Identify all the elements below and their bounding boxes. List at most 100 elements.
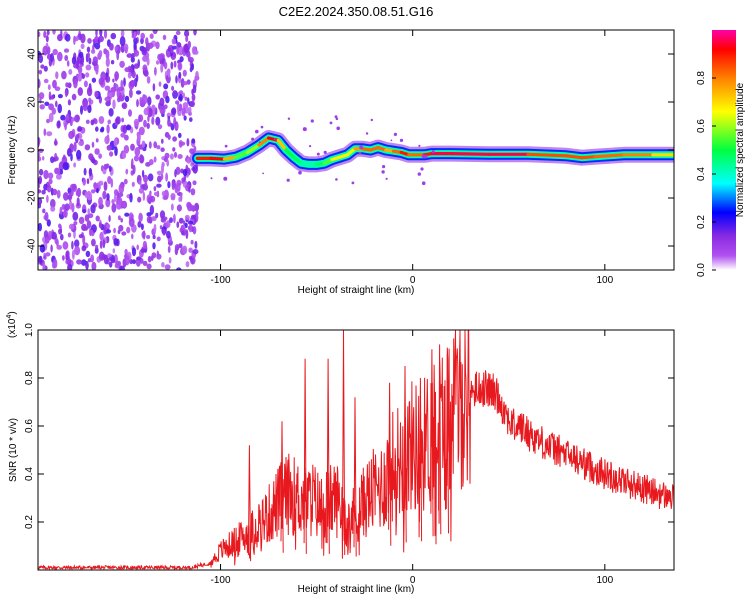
noise-blob [175,75,178,84]
snr-spike [342,330,346,556]
noise-blob [185,35,189,43]
x-tick-label: 100 [596,575,613,586]
y-tick-label: 1.0 [24,323,35,337]
noise-blob [164,264,171,270]
noise-blob [73,35,76,45]
noise-blob [191,46,197,55]
speck [420,167,424,171]
spectrogram-panel: -100 0 100 -40 -20 0 20 40 Height of straight l… [7,29,675,296]
noise-blob [171,107,177,115]
noise-blob [163,83,169,90]
spectral-ridge [189,115,674,185]
noise-blob [131,158,134,168]
noise-blob [64,122,67,131]
noise-blob [149,33,154,39]
noise-blob [192,226,197,235]
noise-blob [98,180,104,186]
noise-blob [146,263,152,270]
noise-blob [110,257,116,264]
noise-blob [100,126,105,132]
noise-blob [55,100,58,108]
noise-blob [132,259,137,265]
speck [223,176,228,181]
noise-blob [105,49,110,60]
noise-blob [147,96,152,106]
noise-blob [176,102,180,113]
noise-blob [188,247,193,253]
noise-blob [188,224,193,233]
noise-blob [117,215,121,221]
noise-blob [38,255,43,264]
noise-blob [146,212,152,217]
speck [316,152,320,156]
noise-blob [156,145,161,150]
noise-blob [41,189,46,195]
noise-blob [77,65,83,75]
noise-blob [157,124,163,130]
noise-blob [99,231,104,241]
noise-blob [144,181,148,187]
noise-blob [189,66,193,73]
spectrogram-x-label: Height of straight line (km) [298,285,415,296]
speck [393,132,397,136]
noise-blob [120,132,126,138]
noise-blob [58,223,62,229]
noise-blob [63,48,70,53]
noise-blob [94,148,100,155]
noise-blob [83,167,87,176]
noise-blob [112,248,116,254]
speck [382,165,386,169]
noise-blob [39,104,45,110]
spectrogram-axes: -100 0 100 -40 -20 0 20 40 [27,30,674,286]
noise-blob [54,86,61,91]
noise-blob [178,217,184,224]
noise-blob [80,33,86,44]
noise-blob [145,37,149,46]
noise-blob [55,71,59,79]
noise-blob [86,220,92,229]
noise-blob [83,226,89,231]
noise-blob [190,188,196,196]
noise-blob [68,223,75,230]
noise-blob [114,74,118,82]
noise-blob [84,144,91,151]
noise-blob [159,210,166,220]
noise-blob [57,94,63,99]
noise-blob [156,183,162,188]
noise-blob [133,49,140,57]
snr-spike [430,349,434,537]
noise-blob [108,165,112,172]
noise-blob [38,152,41,158]
noise-blob [59,206,63,216]
noise-blob [141,169,145,178]
speck [358,151,362,155]
noise-blob [77,72,83,82]
snr-spike [403,365,407,543]
noise-blob [88,57,92,65]
speck [260,125,264,129]
noise-blob [153,141,158,149]
ridge-segment [234,150,249,159]
noise-blob [178,132,182,138]
snr-spike [353,397,357,557]
noise-blob [38,69,43,75]
ridge-segment [580,155,597,160]
snr-spike [247,445,252,562]
colorbar-tick-label: 0.6 [696,119,707,133]
y-tick-label: 0.2 [24,515,35,529]
noise-blob [82,177,86,186]
noise-blob [46,194,49,203]
noise-blob [151,216,157,222]
noise-blob [81,73,86,79]
noise-blob [74,239,80,248]
noise-blob [78,141,84,146]
noise-blob [146,215,152,224]
noise-blob [105,75,111,83]
spectrogram-y-label: Frequency (Hz) [7,116,18,185]
noise-blob [141,47,147,56]
noise-blob [141,231,146,239]
noise-blob [72,211,79,221]
noise-blob [57,167,61,176]
noise-blob [157,175,162,183]
noise-blob [147,115,150,123]
